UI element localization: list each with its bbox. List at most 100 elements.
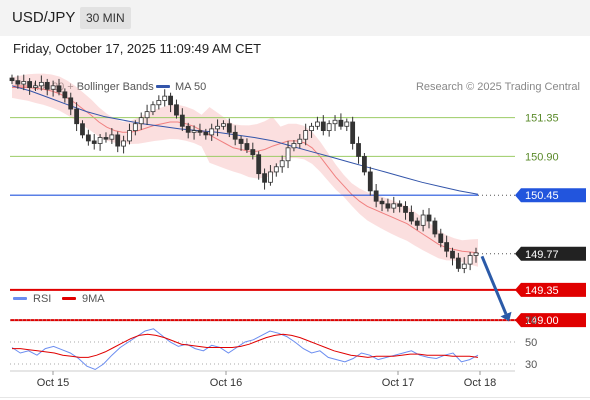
candle bbox=[420, 209, 426, 232]
candle bbox=[191, 125, 197, 140]
candle-body bbox=[97, 137, 103, 144]
candle bbox=[15, 75, 21, 89]
level-tag-text: 149.77 bbox=[525, 249, 559, 261]
x-axis: Oct 15 Oct 16 Oct 17 Oct 18 bbox=[10, 370, 515, 389]
candle bbox=[91, 134, 97, 150]
candle bbox=[473, 247, 479, 263]
candle bbox=[121, 135, 126, 154]
rsi-legend-label: RSI bbox=[33, 293, 51, 305]
candle bbox=[103, 132, 109, 143]
candle bbox=[232, 125, 238, 146]
rsi-lines bbox=[11, 328, 479, 371]
candle bbox=[373, 183, 379, 208]
level-label-150.90: 150.90 bbox=[525, 151, 559, 163]
candle bbox=[438, 228, 444, 248]
candle-body bbox=[303, 130, 309, 140]
x-tick-label-Oct-17: Oct 17 bbox=[382, 377, 414, 389]
candle bbox=[209, 123, 215, 141]
candle-body bbox=[420, 214, 426, 226]
candle bbox=[320, 115, 326, 136]
candle-body bbox=[144, 111, 150, 119]
candle bbox=[138, 112, 144, 130]
candle bbox=[150, 101, 156, 116]
candle bbox=[315, 116, 320, 130]
candle bbox=[179, 108, 185, 132]
candle-body bbox=[91, 140, 97, 144]
9ma-line bbox=[12, 333, 479, 358]
candle-body bbox=[138, 117, 144, 125]
candle bbox=[332, 115, 338, 132]
candle-body bbox=[285, 147, 291, 162]
candle-body bbox=[80, 123, 85, 136]
candle-body bbox=[179, 114, 185, 127]
bollinger-band-area bbox=[12, 73, 478, 267]
candle bbox=[367, 166, 373, 196]
candle-body bbox=[309, 125, 314, 131]
candle-body bbox=[150, 104, 156, 113]
candle-body bbox=[238, 138, 244, 144]
candle bbox=[85, 129, 91, 146]
price-labels: 151.35 150.90 150.45 149.77 149.35 149.00 bbox=[515, 113, 586, 328]
candle-body bbox=[109, 134, 115, 140]
candle-body bbox=[279, 160, 285, 168]
candle-body bbox=[168, 95, 173, 106]
candle-body bbox=[291, 143, 297, 149]
candle-body bbox=[350, 121, 356, 144]
candle bbox=[344, 118, 350, 132]
ma20-line bbox=[12, 87, 479, 254]
timeframe-badge[interactable]: 30 MIN bbox=[80, 7, 131, 29]
candle-body bbox=[373, 190, 379, 202]
candle-body bbox=[74, 108, 80, 125]
candle bbox=[68, 92, 74, 116]
candle bbox=[162, 89, 168, 107]
candle bbox=[132, 120, 138, 136]
candle-body bbox=[27, 81, 33, 88]
candle-body bbox=[132, 123, 138, 131]
ma50-legend-label: MA 50 bbox=[175, 81, 206, 93]
candle bbox=[144, 104, 150, 125]
candle-body bbox=[221, 123, 226, 127]
candle-body bbox=[250, 149, 256, 156]
candle-body bbox=[38, 81, 44, 87]
candle-body bbox=[432, 220, 438, 235]
level-tag-149.00: 149.00 bbox=[515, 313, 586, 328]
candle bbox=[262, 168, 267, 190]
candle bbox=[109, 128, 115, 144]
candle-body bbox=[338, 119, 344, 127]
candlesticks bbox=[9, 74, 479, 274]
candle-body bbox=[461, 263, 467, 269]
candle bbox=[414, 217, 420, 231]
candle bbox=[50, 80, 56, 97]
candle-body bbox=[273, 166, 279, 173]
candle bbox=[338, 113, 344, 130]
candle-body bbox=[115, 134, 121, 147]
forecast-arrow-head bbox=[500, 311, 512, 322]
candle bbox=[168, 92, 173, 113]
candle-body bbox=[320, 121, 326, 131]
forecast-arrow-shaft bbox=[480, 255, 508, 315]
candle bbox=[226, 118, 232, 138]
candle bbox=[215, 119, 220, 137]
candle bbox=[467, 252, 473, 271]
candle-body bbox=[33, 85, 38, 88]
candle-body bbox=[85, 134, 91, 142]
level-tag-background bbox=[515, 313, 586, 328]
candle bbox=[285, 140, 291, 169]
level-tag-150.45: 150.45 bbox=[515, 188, 586, 203]
candle bbox=[97, 134, 103, 151]
candle bbox=[62, 88, 68, 103]
candle-body bbox=[450, 250, 455, 259]
candle bbox=[203, 128, 209, 140]
candle bbox=[238, 135, 244, 151]
candle-body bbox=[379, 200, 385, 205]
candle-body bbox=[21, 81, 27, 85]
rsi-tick-50: 50 bbox=[525, 337, 537, 349]
candle-body bbox=[15, 80, 21, 85]
candle bbox=[356, 136, 361, 164]
candle bbox=[127, 123, 132, 145]
candle-body bbox=[391, 203, 397, 209]
candle-body bbox=[226, 123, 232, 133]
candle bbox=[44, 78, 50, 96]
candle bbox=[221, 120, 226, 130]
candle-body bbox=[197, 130, 203, 133]
